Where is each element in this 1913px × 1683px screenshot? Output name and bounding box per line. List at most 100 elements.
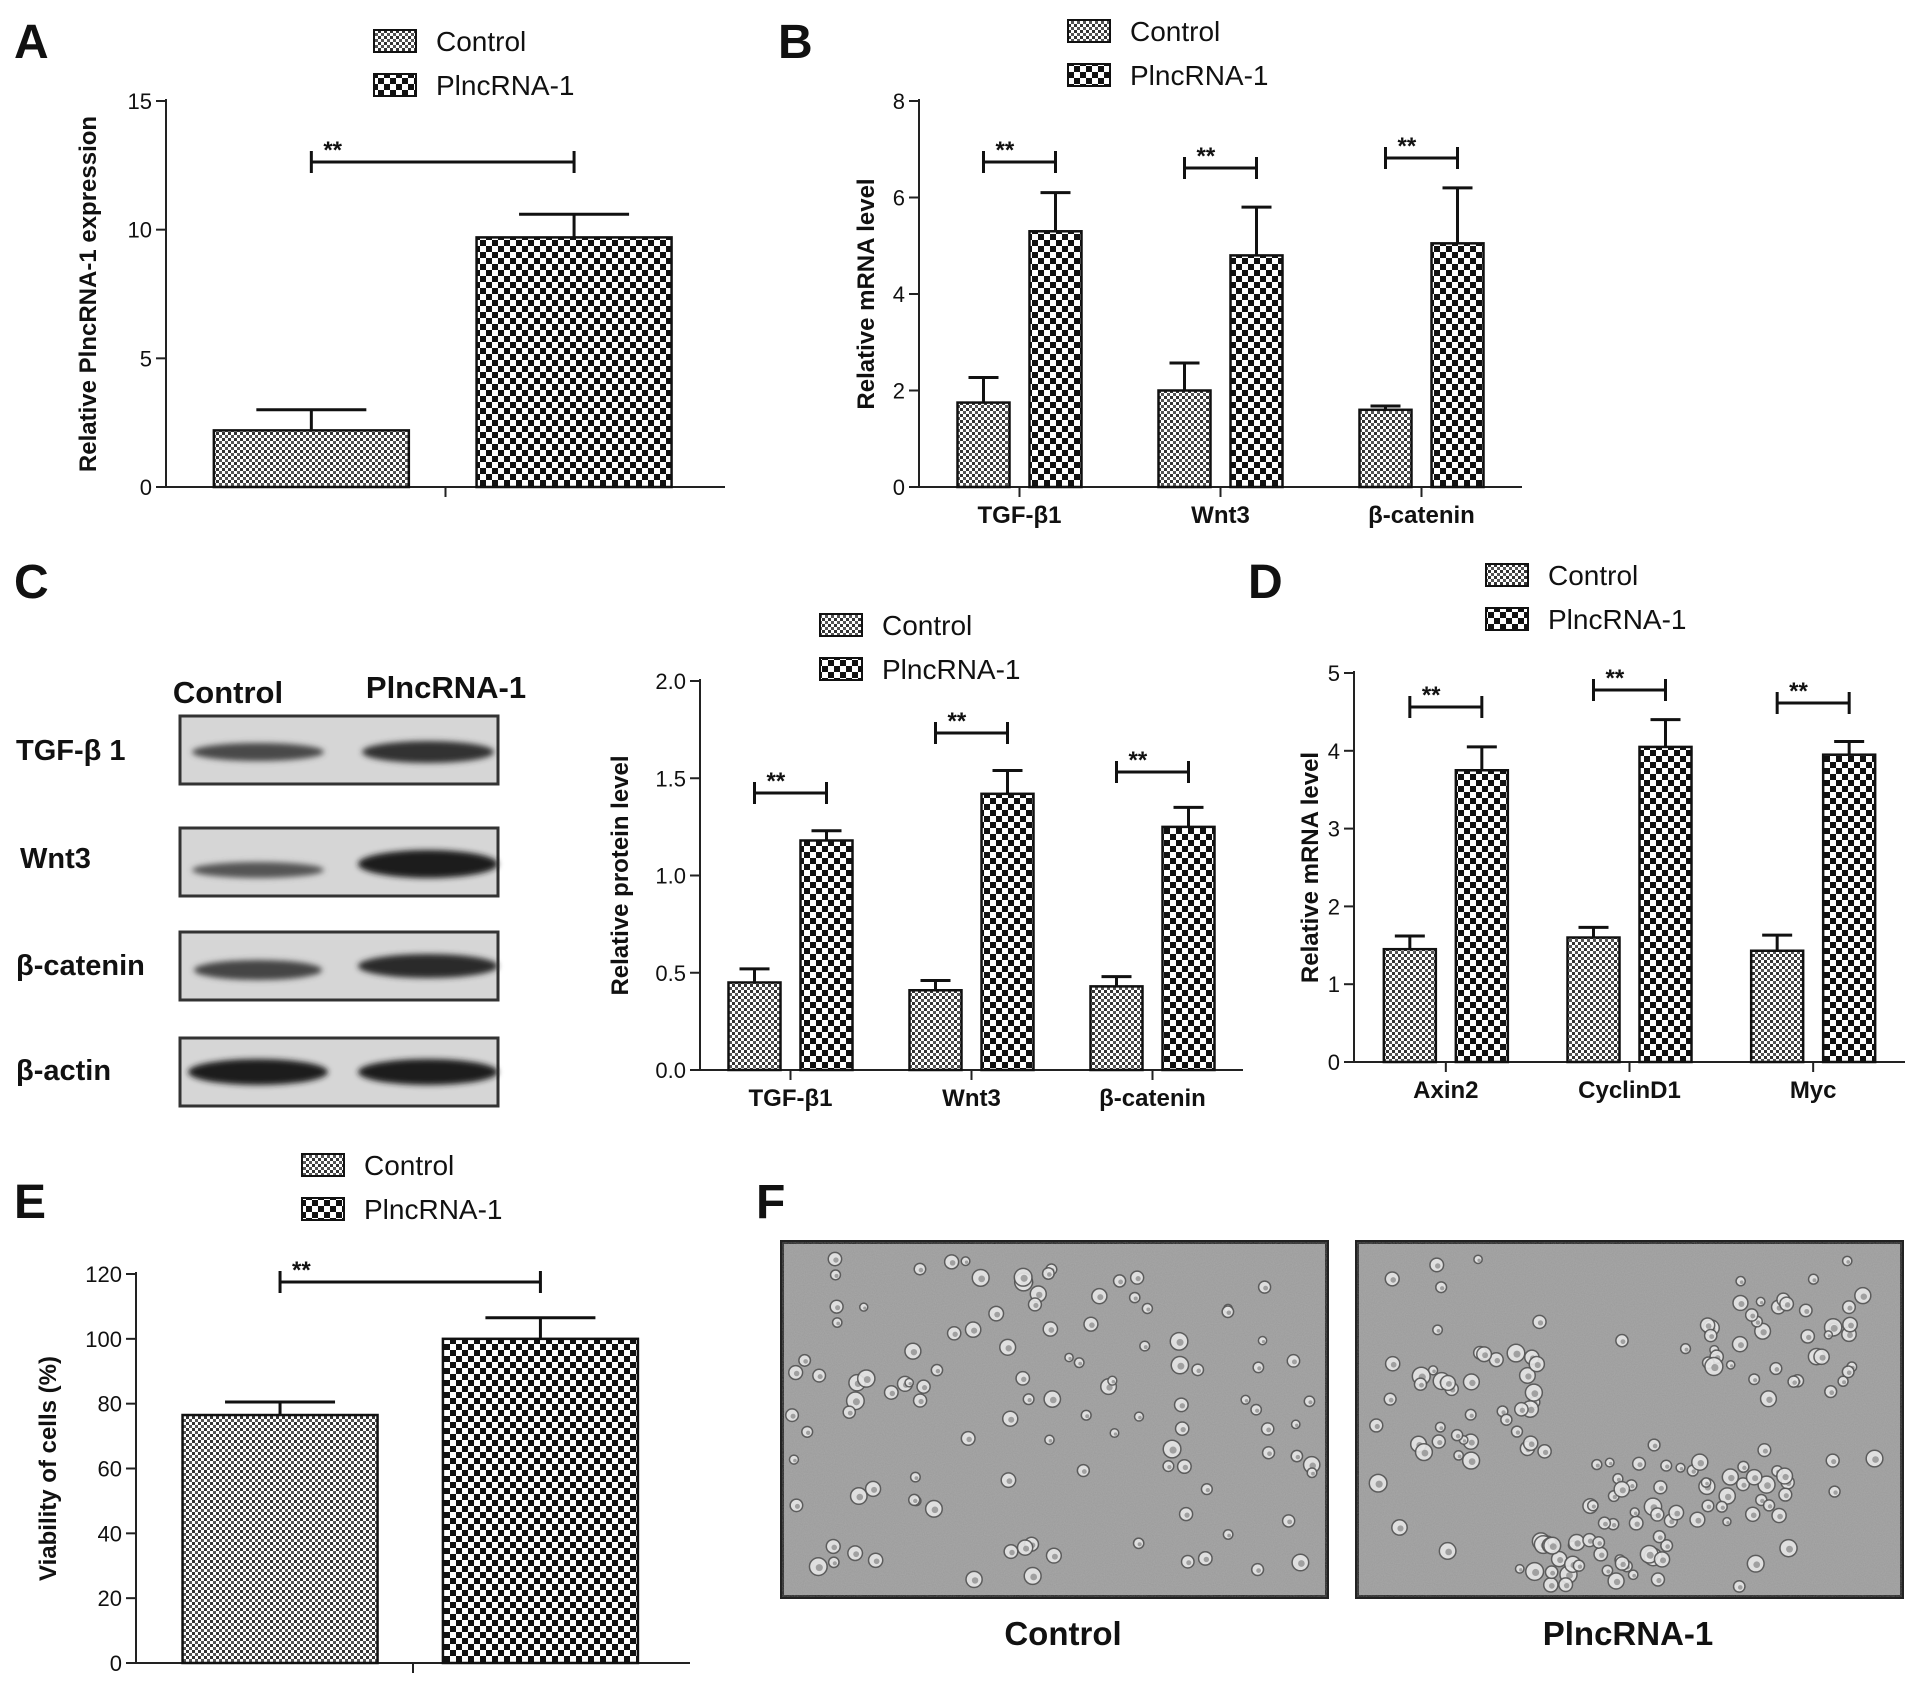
cell-nucleus (1184, 1512, 1190, 1518)
cell-nucleus (1739, 1280, 1744, 1285)
cell-nucleus (806, 1430, 811, 1435)
cell-nucleus (1620, 1339, 1626, 1345)
cell-nucleus (1587, 1538, 1594, 1544)
cell-nucleus (1169, 1446, 1177, 1454)
cell-nucleus (1819, 1354, 1826, 1361)
cell-nucleus (1036, 1291, 1043, 1299)
cell-nucleus (994, 1311, 1001, 1318)
cell-nucleus (793, 1458, 797, 1463)
cell-nucleus (931, 1506, 939, 1514)
cell-nucleus (1606, 1569, 1611, 1574)
cell-nucleus (856, 1493, 864, 1501)
cell-nucleus (1388, 1397, 1394, 1403)
cell-nucleus (1432, 1369, 1436, 1374)
cell-nucleus (1097, 1294, 1104, 1301)
y-tick-label: 4 (893, 282, 905, 307)
cell-nucleus (1846, 1260, 1851, 1264)
cell-nucleus (1730, 1364, 1734, 1368)
cell-nucleus (832, 1561, 837, 1566)
cell-nucleus (1226, 1310, 1232, 1316)
cell-nucleus (1872, 1456, 1879, 1463)
cell-nucleus (1532, 1568, 1540, 1577)
cell-nucleus (1833, 1490, 1838, 1495)
cell-nucleus (1143, 1345, 1148, 1350)
y-tick-label: 100 (85, 1327, 122, 1352)
significance-label: ** (996, 137, 1015, 164)
cell-nucleus (1051, 1553, 1058, 1560)
cell-nucleus (1528, 1441, 1535, 1448)
cell-nucleus (1706, 1504, 1712, 1510)
cell-nucleus (1118, 1279, 1124, 1285)
bar (1028, 230, 1083, 489)
y-tick-label: 40 (98, 1521, 122, 1546)
cell-nucleus (1462, 1439, 1467, 1443)
legend-label: Control (882, 610, 972, 641)
cell-nucleus (935, 1368, 941, 1374)
cell-nucleus (889, 1390, 896, 1397)
cell-nucleus (1705, 1481, 1709, 1486)
bar (1157, 389, 1212, 489)
cell-nucleus (1435, 1263, 1441, 1269)
legend-label: PlncRNA-1 (436, 70, 574, 101)
bar (1229, 254, 1284, 489)
y-axis-label: Relative protein level (607, 755, 634, 995)
x-tick-label: β-catenin (1368, 502, 1475, 529)
significance-label: ** (767, 768, 786, 795)
cell-nucleus (1106, 1384, 1113, 1391)
cell-nucleus (1847, 1305, 1853, 1311)
cell-nucleus (1439, 1426, 1444, 1431)
cell-nucleus (1006, 1478, 1013, 1485)
cell-nucleus (1008, 1416, 1015, 1423)
cell-nucleus (1527, 1406, 1535, 1414)
legend-swatch (373, 29, 417, 53)
cell-nucleus (1146, 1307, 1151, 1312)
cell-nucleus (1753, 1561, 1761, 1569)
cell-nucleus (1608, 1461, 1613, 1466)
cell-nucleus (1842, 1380, 1847, 1385)
legend-swatch (301, 1153, 345, 1177)
cell-nucleus (1244, 1399, 1249, 1403)
bar (956, 401, 1011, 489)
cell-nucleus (1630, 1484, 1635, 1489)
y-tick-label: 6 (893, 186, 905, 211)
cell-nucleus (1113, 1432, 1118, 1436)
legend-swatch (1485, 607, 1529, 631)
cell-nucleus (1658, 1485, 1664, 1491)
chart-d: 0 1 2 3 4 5 Relative mRNA level Control PlncRNA-… (1297, 560, 1905, 1104)
y-tick-label: 1 (1328, 972, 1340, 997)
cell-nucleus (1137, 1542, 1142, 1547)
cell-nucleus (1684, 1347, 1689, 1352)
bar (1382, 947, 1438, 1064)
y-axis-label: Relative mRNA level (853, 178, 880, 409)
cell-nucleus (952, 1331, 958, 1337)
cell-nucleus (1726, 1521, 1730, 1525)
cell-nucleus (1847, 1332, 1853, 1339)
cell-nucleus (1227, 1533, 1232, 1538)
cell-nucleus (1203, 1556, 1210, 1563)
bar (1430, 242, 1485, 489)
y-tick-label: 4 (1328, 739, 1340, 764)
cell-nucleus (1738, 1300, 1745, 1307)
cell-nucleus (1519, 1568, 1523, 1572)
cell-nucleus (1548, 1583, 1555, 1589)
cell-nucleus (1827, 1334, 1831, 1338)
cell-nucleus (1308, 1400, 1313, 1405)
cell-nucleus (1806, 1334, 1812, 1341)
cell-nucleus (1665, 1544, 1670, 1549)
cell-nucleus (1048, 1439, 1053, 1443)
micrographs: Control PlncRNA-1 (780, 1240, 1904, 1652)
cell-nucleus (1737, 1342, 1744, 1349)
bar (799, 839, 854, 1072)
x-tick-label: Axin2 (1413, 1077, 1478, 1104)
legend-swatch (1067, 63, 1111, 87)
cell-nucleus (1611, 1523, 1617, 1528)
y-axis-label: Relative PlncRNA-1 expression (75, 116, 102, 472)
blot-band-bcatenin-treated (358, 954, 498, 978)
bar (1566, 936, 1621, 1064)
y-tick-label: 2 (893, 379, 905, 404)
y-tick-label: 8 (893, 89, 905, 114)
cell-nucleus (1691, 1469, 1696, 1474)
bar (908, 989, 963, 1072)
cell-nucleus (1534, 1362, 1541, 1369)
cell-nucleus (1777, 1513, 1783, 1520)
